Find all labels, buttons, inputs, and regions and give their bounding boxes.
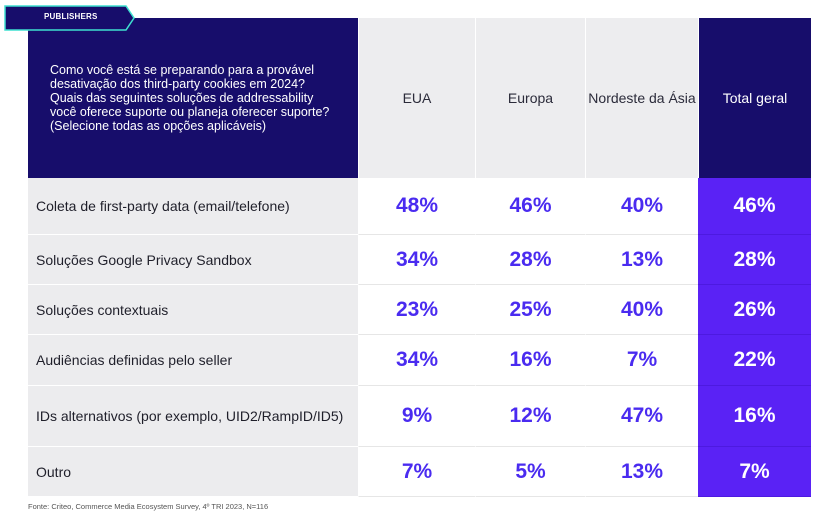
row-label: IDs alternativos (por exemplo, UID2/Ramp… [28, 386, 358, 447]
value-cell: 34% [358, 335, 475, 386]
value-cell: 40% [585, 285, 698, 335]
row-label: Coleta de first-party data (email/telefo… [28, 178, 358, 235]
value-cell: 34% [358, 235, 475, 285]
row-label: Soluções Google Privacy Sandbox [28, 235, 358, 285]
total-value-cell: 16% [698, 386, 811, 447]
value-cell: 23% [358, 285, 475, 335]
total-value-cell: 22% [698, 335, 811, 386]
total-value-cell: 28% [698, 235, 811, 285]
column-header-nordeste-asia: Nordeste da Ásia [585, 18, 698, 178]
row-label: Soluções contextuais [28, 285, 358, 335]
publishers-tag: PUBLISHERS [4, 5, 135, 31]
publishers-tag-label: PUBLISHERS [44, 12, 98, 21]
total-value-cell: 7% [698, 447, 811, 497]
value-cell: 13% [585, 447, 698, 497]
column-header-eua: EUA [358, 18, 475, 178]
row-label: Audiências definidas pelo seller [28, 335, 358, 386]
value-cell: 28% [475, 235, 585, 285]
value-cell: 13% [585, 235, 698, 285]
source-note: Fonte: Criteo, Commerce Media Ecosystem … [28, 502, 269, 511]
survey-table: Como você está se preparando para a prov… [28, 18, 811, 497]
value-cell: 9% [358, 386, 475, 447]
value-cell: 7% [358, 447, 475, 497]
row-label: Outro [28, 447, 358, 497]
total-value-cell: 26% [698, 285, 811, 335]
value-cell: 12% [475, 386, 585, 447]
value-cell: 7% [585, 335, 698, 386]
value-cell: 25% [475, 285, 585, 335]
column-header-europa: Europa [475, 18, 585, 178]
column-header-total-geral: Total geral [698, 18, 811, 178]
value-cell: 48% [358, 178, 475, 235]
question-header: Como você está se preparando para a prov… [28, 18, 358, 178]
value-cell: 47% [585, 386, 698, 447]
value-cell: 46% [475, 178, 585, 235]
value-cell: 5% [475, 447, 585, 497]
total-value-cell: 46% [698, 178, 811, 235]
value-cell: 40% [585, 178, 698, 235]
value-cell: 16% [475, 335, 585, 386]
